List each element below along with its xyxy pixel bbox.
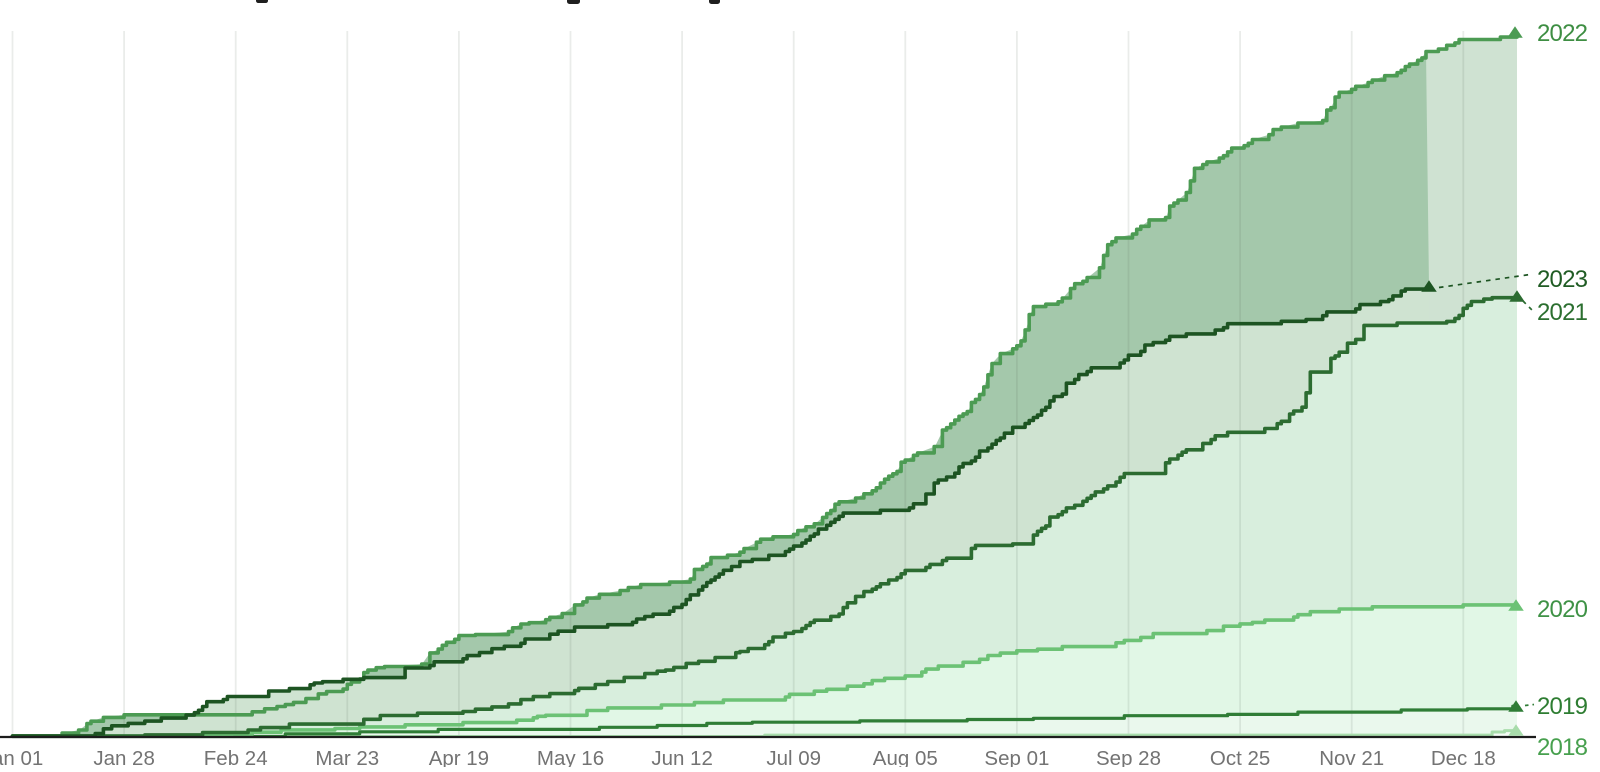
svg-text:2020: 2020 (1537, 596, 1588, 623)
svg-text:Mar 23: Mar 23 (315, 747, 379, 767)
svg-text:Feb 24: Feb 24 (204, 747, 268, 767)
svg-text:Dec 18: Dec 18 (1431, 747, 1496, 767)
svg-text:2018: 2018 (1537, 734, 1588, 761)
svg-text:Sep 01: Sep 01 (984, 747, 1049, 767)
svg-text:Jul 09: Jul 09 (766, 747, 821, 767)
svg-text:Jan 28: Jan 28 (93, 747, 155, 767)
svg-text:Jan 01: Jan 01 (0, 747, 43, 767)
svg-text:Apr 19: Apr 19 (429, 747, 489, 767)
svg-text:May 16: May 16 (537, 747, 604, 767)
svg-text:Aug 05: Aug 05 (873, 747, 938, 767)
svg-text:2022: 2022 (1537, 20, 1588, 47)
svg-text:Nov 21: Nov 21 (1319, 747, 1384, 767)
svg-text:Jun 12: Jun 12 (651, 747, 713, 767)
svg-text:2023: 2023 (1537, 266, 1588, 293)
svg-text:Oct 25: Oct 25 (1210, 747, 1270, 767)
svg-text:2021: 2021 (1537, 299, 1588, 326)
svg-text:Sep 28: Sep 28 (1096, 747, 1161, 767)
svg-text:2019: 2019 (1537, 693, 1588, 720)
